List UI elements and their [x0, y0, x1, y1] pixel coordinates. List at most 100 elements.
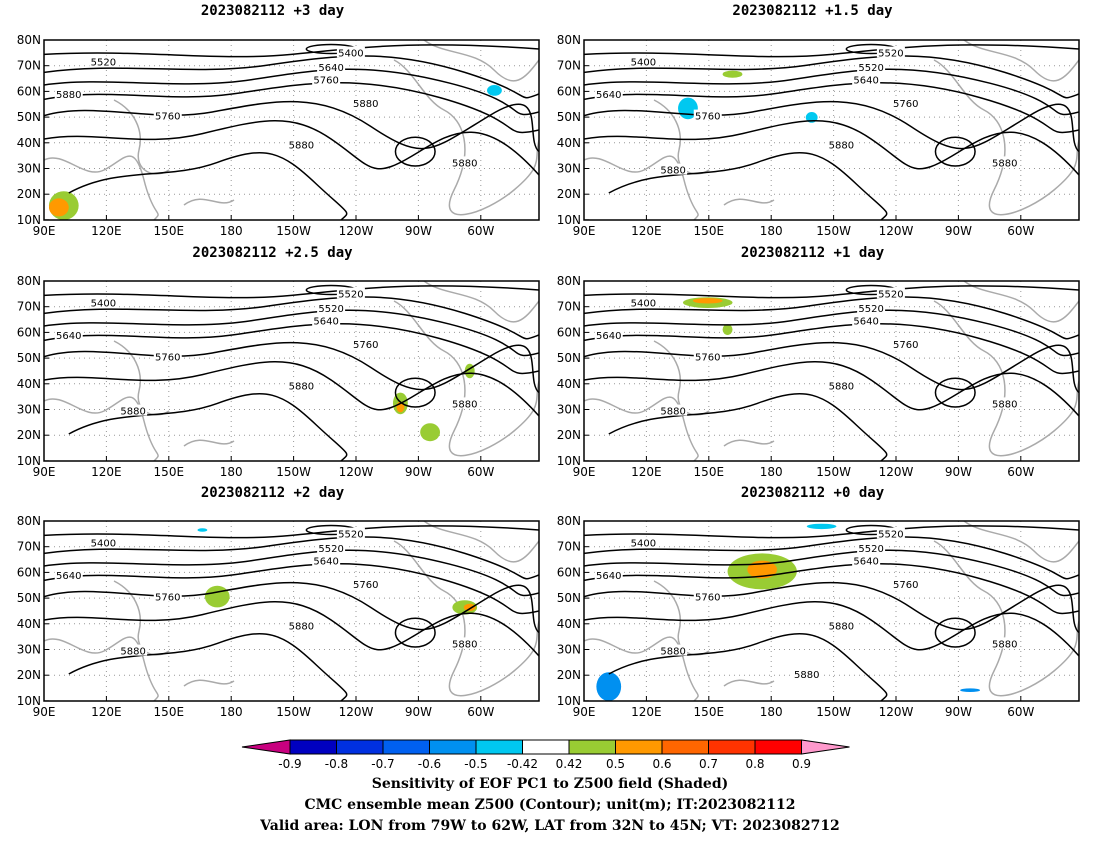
- coastline: [933, 540, 1079, 697]
- contour-label: 5880: [660, 407, 685, 418]
- contour-label-bg: [792, 668, 821, 679]
- lat-tick-label: 50N: [557, 351, 581, 365]
- colorbar-label: 0.42: [556, 757, 583, 771]
- lon-tick-label: 150W: [816, 705, 851, 719]
- contour-label: 5880: [992, 399, 1017, 410]
- contour-label-bg: [876, 46, 905, 58]
- z500-contour: [584, 44, 1079, 58]
- contour-label: 5520: [318, 544, 343, 555]
- coastline: [933, 300, 1079, 457]
- lat-tick-label: 30N: [557, 162, 581, 176]
- lat-tick-label: 40N: [557, 617, 581, 631]
- contour-label-bg: [317, 302, 346, 313]
- colorbar-label: -0.7: [371, 757, 394, 771]
- lat-tick-label: 10N: [557, 694, 581, 708]
- contour-label: 5640: [313, 317, 338, 328]
- lon-tick-label: 120E: [91, 224, 122, 238]
- contour-label-bg: [312, 314, 341, 326]
- lon-tick-label: 120E: [631, 465, 662, 479]
- contour-label-bg: [317, 61, 346, 72]
- colorbar-label: 0.6: [652, 757, 671, 771]
- lon-tick-label: 150E: [154, 465, 185, 479]
- colorbar-label: -0.8: [325, 757, 348, 771]
- contour-label-bg: [287, 379, 316, 391]
- sensitivity-shade: [596, 672, 622, 701]
- coastline: [44, 636, 159, 701]
- colorbar-swatch: [708, 739, 756, 755]
- sensitivity-shade: [197, 528, 208, 532]
- contour-label-bg: [287, 619, 316, 631]
- lon-tick-label: 60W: [1007, 705, 1034, 719]
- contour-label: 5400: [631, 58, 656, 69]
- lon-tick-label: 90W: [945, 705, 972, 719]
- contour-label: 5640: [318, 63, 343, 74]
- lat-tick-label: 30N: [557, 643, 581, 657]
- contour-label: 5880: [56, 90, 81, 101]
- lat-tick-label: 60N: [17, 84, 41, 98]
- contour-label-bg: [857, 61, 886, 72]
- lat-tick-label: 80N: [557, 33, 581, 47]
- coastline: [933, 59, 1079, 216]
- contour-label-bg: [450, 156, 479, 168]
- contour-label: 5640: [853, 76, 878, 87]
- z500-closed-contour: [934, 377, 976, 408]
- contour-label-bg: [450, 637, 479, 649]
- lon-tick-label: 180: [220, 224, 243, 238]
- colorbar-swatch: [429, 739, 477, 755]
- colorbar-swatch: [336, 739, 384, 755]
- contour-label-bg: [659, 644, 688, 656]
- lon-tick-label: 120W: [339, 705, 374, 719]
- contour-label-bg: [317, 542, 346, 553]
- colorbar-label: -0.6: [418, 757, 441, 771]
- map-frame: [43, 39, 540, 221]
- lat-tick-label: 20N: [557, 428, 581, 442]
- sensitivity-shade: [48, 198, 69, 217]
- coastline: [723, 198, 775, 206]
- lat-tick-label: 80N: [557, 514, 581, 528]
- lon-tick-label: 90E: [573, 465, 596, 479]
- contour-label-bg: [629, 55, 658, 67]
- contour-label: 5760: [893, 99, 918, 110]
- contour-label: 5640: [596, 571, 621, 582]
- contour-label: 5520: [338, 530, 363, 541]
- contour-label-bg: [629, 296, 658, 308]
- lon-tick-label: 150E: [154, 224, 185, 238]
- contour-label: 5400: [338, 49, 363, 60]
- contour-label: 5760: [695, 593, 720, 604]
- contour-label-bg: [89, 55, 118, 67]
- contour-label-bg: [891, 338, 920, 349]
- sensitivity-shade: [960, 688, 980, 692]
- z500-contour: [44, 525, 539, 539]
- coastline: [423, 281, 539, 323]
- z500-contour: [44, 82, 539, 134]
- contour-label: 5640: [596, 90, 621, 101]
- z500-contour: [44, 601, 539, 657]
- z500-closed-contour: [394, 136, 436, 167]
- lat-tick-label: 60N: [557, 325, 581, 339]
- z500-contour: [68, 152, 348, 220]
- lon-tick-label: 180: [220, 705, 243, 719]
- contour-label: 5880: [660, 647, 685, 658]
- contour-label: 5760: [155, 353, 180, 364]
- contour-label-bg: [852, 73, 881, 85]
- panel-title: 2023082112 +2.5 day: [192, 245, 353, 261]
- lon-tick-label: 60W: [467, 465, 494, 479]
- lon-tick-label: 90E: [573, 224, 596, 238]
- contour-label: 5760: [893, 340, 918, 351]
- contour-label: 5760: [313, 76, 338, 87]
- colorbar-extend-low: [241, 739, 291, 755]
- lon-tick-label: 120E: [91, 705, 122, 719]
- contour-label-bg: [89, 296, 118, 308]
- z500-contour: [584, 323, 1079, 375]
- lat-tick-label: 70N: [17, 540, 41, 554]
- contour-label: 5880: [660, 166, 685, 177]
- lon-tick-label: 180: [220, 465, 243, 479]
- panel-plus2-5: 2023082112 +2.5 day: [0, 242, 545, 477]
- coastline: [44, 155, 159, 220]
- coastline: [963, 40, 1079, 82]
- contour-label-bg: [990, 156, 1019, 168]
- contour-label: 5880: [289, 381, 314, 392]
- contour-label: 5760: [155, 593, 180, 604]
- lon-tick-label: 150W: [276, 224, 311, 238]
- colorbar-swatch: [661, 739, 709, 755]
